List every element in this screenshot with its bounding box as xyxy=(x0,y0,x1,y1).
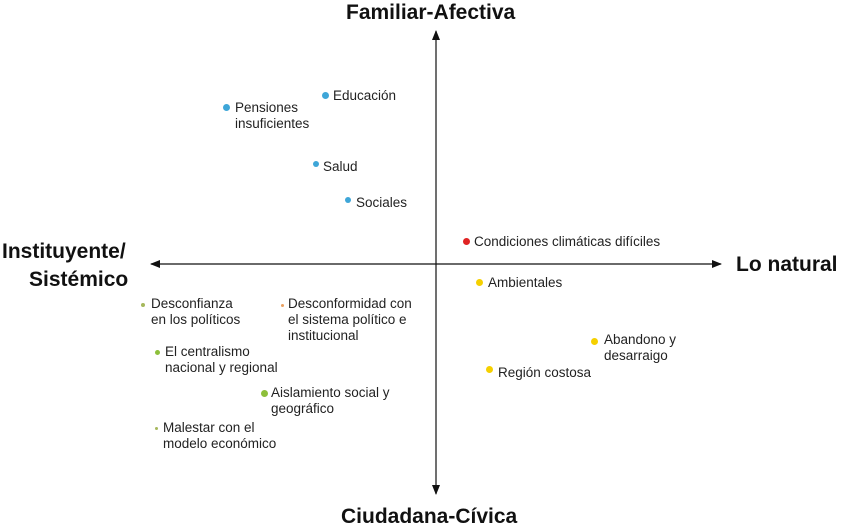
point-label-line: Sociales xyxy=(356,195,408,210)
point-label-line: Ambientales xyxy=(488,275,563,290)
marker-dot xyxy=(485,365,493,373)
marker-dot xyxy=(345,197,351,203)
marker-dot xyxy=(462,237,470,245)
point-label: El centralismo nacional y regional xyxy=(165,344,278,376)
axis-title-left-line2: Sistémico xyxy=(29,268,129,291)
point-label: Región costosa xyxy=(498,365,591,381)
axis-title-bottom: Ciudadana-Cívica xyxy=(341,505,518,528)
marker-dot xyxy=(154,349,160,355)
marker-dot xyxy=(222,103,230,111)
point-label-line: Abandono y xyxy=(604,332,677,347)
point-label: Salud xyxy=(323,159,358,175)
point-label-line: Desconformidad con xyxy=(288,296,412,311)
point-label-line: el sistema político e xyxy=(288,312,407,327)
point-label: Malestar con el modelo económico xyxy=(163,420,276,452)
marker-dot xyxy=(141,303,145,307)
point-label: Educación xyxy=(333,88,396,104)
point-label-line: desarraigo xyxy=(604,348,668,363)
point-label-line: Aislamiento social y xyxy=(271,385,390,400)
marker-dot xyxy=(260,389,268,397)
point-label-line: Salud xyxy=(323,159,358,174)
point-label-line: Región costosa xyxy=(498,365,592,380)
marker-dot xyxy=(590,337,598,345)
marker-dot xyxy=(280,303,284,307)
marker-dot xyxy=(313,161,319,167)
point-label-line: Desconfianza xyxy=(151,296,233,311)
point-label-line: insuficientes xyxy=(235,116,310,131)
point-label-line: Malestar con el xyxy=(163,420,255,435)
point-label-line: nacional y regional xyxy=(165,360,278,375)
marker-dot xyxy=(321,91,329,99)
point-label-line: Educación xyxy=(333,88,397,103)
axis-title-top: Familiar-Afectiva xyxy=(346,1,516,24)
point-label: Abandono y desarraigo xyxy=(604,332,676,364)
point-label-line: Condiciones climáticas difíciles xyxy=(474,234,661,249)
axis-title-right: Lo natural xyxy=(736,253,838,276)
point-label-line: El centralismo xyxy=(165,344,250,359)
axis-title-left-line1: Instituyente/ xyxy=(2,240,126,263)
point-label: Aislamiento social y geográfico xyxy=(271,385,390,417)
marker-dot xyxy=(475,278,483,286)
point-label: Desconfianza en los políticos xyxy=(151,296,240,328)
point-label: Pensiones insuficientes xyxy=(235,100,309,132)
point-label-line: Pensiones xyxy=(235,100,299,115)
point-label: Ambientales xyxy=(488,275,562,291)
point-label: Sociales xyxy=(356,195,407,211)
point-label-line: institucional xyxy=(288,328,359,343)
point-label: Condiciones climáticas difíciles xyxy=(474,234,660,250)
point-label-line: en los políticos xyxy=(151,312,241,327)
marker-dot xyxy=(154,426,158,430)
point-label-line: geográfico xyxy=(271,401,335,416)
point-label-line: modelo económico xyxy=(163,436,277,451)
